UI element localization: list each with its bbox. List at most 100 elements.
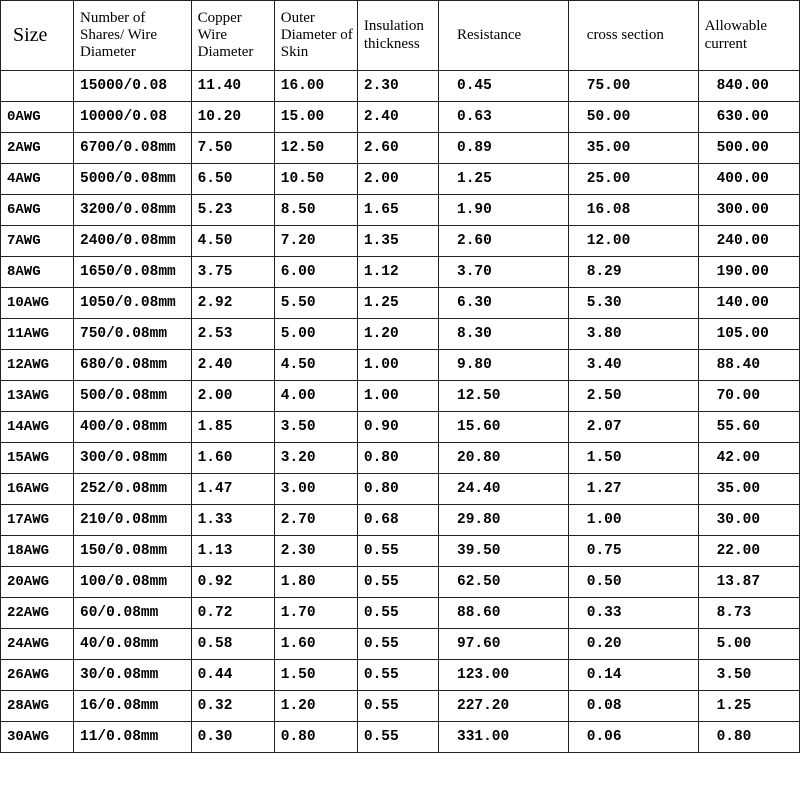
table-cell: 40/0.08mm xyxy=(74,629,192,660)
table-cell: 0.44 xyxy=(191,660,274,691)
table-cell: 1.70 xyxy=(274,598,357,629)
table-cell: 1.60 xyxy=(274,629,357,660)
table-cell: 0.33 xyxy=(568,598,698,629)
wire-gauge-table: Size Number of Shares/ Wire Diameter Cop… xyxy=(0,0,800,753)
table-cell: 6.30 xyxy=(439,288,569,319)
table-cell: 0.55 xyxy=(357,598,438,629)
table-cell: 0.55 xyxy=(357,722,438,753)
table-cell: 55.60 xyxy=(698,412,799,443)
table-cell: 300/0.08mm xyxy=(74,443,192,474)
table-cell: 7.50 xyxy=(191,133,274,164)
table-cell: 1.33 xyxy=(191,505,274,536)
col-header-insulation: Insulation thickness xyxy=(357,1,438,71)
table-cell: 5000/0.08mm xyxy=(74,164,192,195)
table-cell: 4AWG xyxy=(1,164,74,195)
table-row: 20AWG100/0.08mm0.921.800.5562.500.5013.8… xyxy=(1,567,800,598)
table-cell: 500.00 xyxy=(698,133,799,164)
table-row: 28AWG16/0.08mm0.321.200.55227.200.081.25 xyxy=(1,691,800,722)
table-cell: 400/0.08mm xyxy=(74,412,192,443)
table-cell: 3.70 xyxy=(439,257,569,288)
table-cell: 88.60 xyxy=(439,598,569,629)
table-row: 0AWG10000/0.0810.2015.002.400.6350.00630… xyxy=(1,102,800,133)
table-cell: 12.50 xyxy=(274,133,357,164)
table-cell: 15.60 xyxy=(439,412,569,443)
table-row: 30AWG11/0.08mm0.300.800.55331.000.060.80 xyxy=(1,722,800,753)
table-cell: 29.80 xyxy=(439,505,569,536)
table-cell: 105.00 xyxy=(698,319,799,350)
table-cell: 2.50 xyxy=(568,381,698,412)
table-row: 4AWG5000/0.08mm6.5010.502.001.2525.00400… xyxy=(1,164,800,195)
table-row: 10AWG1050/0.08mm2.925.501.256.305.30140.… xyxy=(1,288,800,319)
table-cell: 1050/0.08mm xyxy=(74,288,192,319)
table-cell: 24AWG xyxy=(1,629,74,660)
table-cell: 1.00 xyxy=(568,505,698,536)
table-cell: 8.30 xyxy=(439,319,569,350)
table-cell: 6.50 xyxy=(191,164,274,195)
table-row: 2AWG6700/0.08mm7.5012.502.600.8935.00500… xyxy=(1,133,800,164)
table-cell: 15AWG xyxy=(1,443,74,474)
table-row: 15000/0.0811.4016.002.300.4575.00840.00 xyxy=(1,71,800,102)
table-cell: 123.00 xyxy=(439,660,569,691)
table-cell: 2.00 xyxy=(191,381,274,412)
table-cell: 60/0.08mm xyxy=(74,598,192,629)
table-cell: 2.30 xyxy=(274,536,357,567)
table-cell: 1.27 xyxy=(568,474,698,505)
table-row: 26AWG30/0.08mm0.441.500.55123.000.143.50 xyxy=(1,660,800,691)
table-cell: 1.20 xyxy=(274,691,357,722)
table-cell: 0.92 xyxy=(191,567,274,598)
table-cell: 12.50 xyxy=(439,381,569,412)
table-cell: 3.20 xyxy=(274,443,357,474)
col-header-size: Size xyxy=(1,1,74,71)
table-cell: 0.14 xyxy=(568,660,698,691)
table-cell: 35.00 xyxy=(568,133,698,164)
table-cell: 0.90 xyxy=(357,412,438,443)
table-row: 16AWG252/0.08mm1.473.000.8024.401.2735.0… xyxy=(1,474,800,505)
table-cell: 1650/0.08mm xyxy=(74,257,192,288)
table-cell: 1.12 xyxy=(357,257,438,288)
table-row: 6AWG3200/0.08mm5.238.501.651.9016.08300.… xyxy=(1,195,800,226)
table-cell: 30.00 xyxy=(698,505,799,536)
table-cell: 16.00 xyxy=(274,71,357,102)
table-cell: 97.60 xyxy=(439,629,569,660)
table-cell: 11/0.08mm xyxy=(74,722,192,753)
table-cell: 400.00 xyxy=(698,164,799,195)
table-cell: 750/0.08mm xyxy=(74,319,192,350)
table-cell: 331.00 xyxy=(439,722,569,753)
table-cell: 62.50 xyxy=(439,567,569,598)
table-cell: 13AWG xyxy=(1,381,74,412)
table-cell: 9.80 xyxy=(439,350,569,381)
table-cell: 1.90 xyxy=(439,195,569,226)
col-header-copper: Copper Wire Diameter xyxy=(191,1,274,71)
table-cell: 0AWG xyxy=(1,102,74,133)
table-cell: 0.55 xyxy=(357,629,438,660)
col-header-cross: cross section xyxy=(568,1,698,71)
table-cell: 0.45 xyxy=(439,71,569,102)
table-cell: 24.40 xyxy=(439,474,569,505)
table-cell: 0.30 xyxy=(191,722,274,753)
table-cell: 1.13 xyxy=(191,536,274,567)
table-cell: 10.20 xyxy=(191,102,274,133)
table-cell: 2.92 xyxy=(191,288,274,319)
table-cell: 12.00 xyxy=(568,226,698,257)
table-cell: 1.50 xyxy=(274,660,357,691)
table-cell: 1.47 xyxy=(191,474,274,505)
table-cell: 680/0.08mm xyxy=(74,350,192,381)
table-cell: 28AWG xyxy=(1,691,74,722)
table-cell: 26AWG xyxy=(1,660,74,691)
table-cell: 2400/0.08mm xyxy=(74,226,192,257)
table-cell: 1.85 xyxy=(191,412,274,443)
table-cell: 6AWG xyxy=(1,195,74,226)
table-cell: 0.89 xyxy=(439,133,569,164)
table-row: 8AWG1650/0.08mm3.756.001.123.708.29190.0… xyxy=(1,257,800,288)
table-cell: 22.00 xyxy=(698,536,799,567)
table-cell: 6700/0.08mm xyxy=(74,133,192,164)
table-cell: 1.25 xyxy=(439,164,569,195)
table-cell: 35.00 xyxy=(698,474,799,505)
table-row: 24AWG40/0.08mm0.581.600.5597.600.205.00 xyxy=(1,629,800,660)
table-cell: 16/0.08mm xyxy=(74,691,192,722)
table-cell: 500/0.08mm xyxy=(74,381,192,412)
col-header-outer: Outer Diameter of Skin xyxy=(274,1,357,71)
table-cell: 3.40 xyxy=(568,350,698,381)
table-cell: 15.00 xyxy=(274,102,357,133)
table-cell: 20.80 xyxy=(439,443,569,474)
